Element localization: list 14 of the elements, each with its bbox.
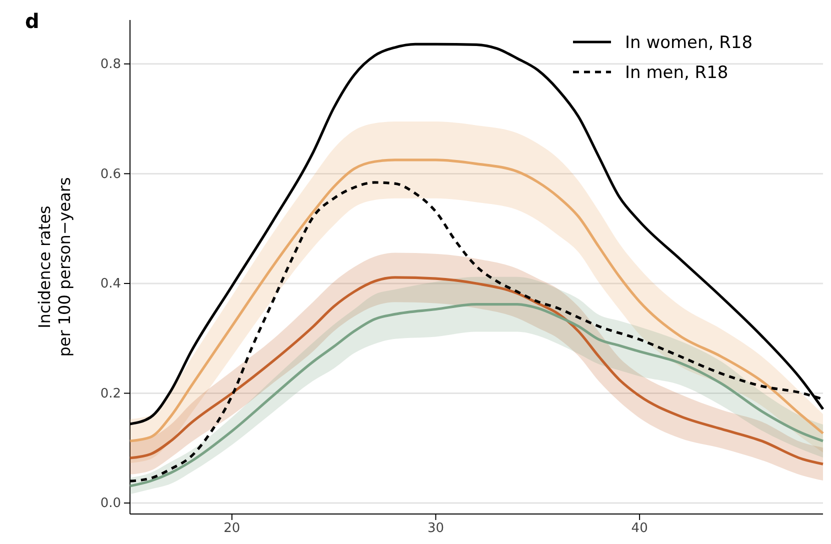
y-tick-label: 0.4 xyxy=(100,276,121,292)
legend-label: In men, R18 xyxy=(625,63,728,83)
line-series xyxy=(128,303,824,488)
line-series xyxy=(128,158,824,442)
y-tick-label: 0.0 xyxy=(100,496,121,512)
x-tick-label: 30 xyxy=(427,521,444,536)
y-axis-title: Incidence rates per 100 person−years xyxy=(35,177,74,357)
x-tick-label: 40 xyxy=(631,521,648,536)
chart-title: d xyxy=(25,9,40,33)
y-tick-label: 0.8 xyxy=(100,57,121,72)
legend-label: In women, R18 xyxy=(625,33,753,53)
y-tick-label: 0.6 xyxy=(100,166,121,182)
x-tick-label: 20 xyxy=(224,521,240,536)
y-tick-label: 0.2 xyxy=(100,386,121,402)
